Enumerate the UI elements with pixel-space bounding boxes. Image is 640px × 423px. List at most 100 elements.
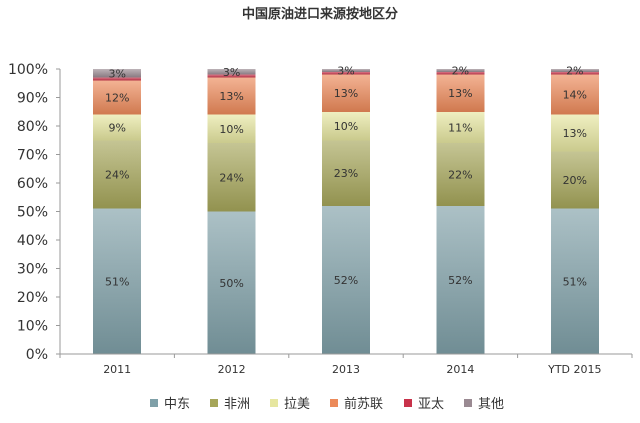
legend-label: 非洲 bbox=[224, 397, 250, 412]
legend-item: 非洲 bbox=[210, 397, 250, 412]
data-label: 51% bbox=[105, 275, 129, 288]
data-label: 24% bbox=[219, 171, 243, 184]
legend-swatch bbox=[464, 399, 472, 407]
x-tick-label: 2012 bbox=[218, 363, 246, 376]
legend-label: 其他 bbox=[478, 397, 504, 412]
data-label: 23% bbox=[334, 167, 358, 180]
bar-stack: 50% 24% 10% 13% 3% bbox=[207, 66, 256, 354]
y-tick-label: 30% bbox=[17, 262, 48, 278]
bar-segment bbox=[322, 69, 370, 72]
y-tick-label: 40% bbox=[17, 233, 48, 249]
bar-stack: 52% 23% 10% 13% 3% bbox=[322, 64, 370, 354]
x-tick-label: 2014 bbox=[446, 363, 474, 376]
data-label: 3% bbox=[337, 64, 354, 77]
bar-segment bbox=[322, 111, 370, 141]
bar-segment bbox=[207, 114, 256, 144]
data-label: 13% bbox=[448, 87, 472, 100]
bar-segment bbox=[207, 77, 256, 115]
bar-segment bbox=[436, 143, 485, 206]
x-tick-label: YTD 2015 bbox=[547, 363, 601, 376]
y-tick-label: 70% bbox=[17, 148, 48, 164]
data-label: 24% bbox=[105, 168, 129, 181]
legend-item: 拉美 bbox=[270, 397, 310, 412]
data-label: 52% bbox=[334, 274, 358, 287]
x-tick-label: 2011 bbox=[103, 363, 131, 376]
bar-segment bbox=[550, 74, 599, 115]
legend-label: 亚太 bbox=[418, 397, 444, 412]
bar-stack: 52% 22% 11% 13% 2% bbox=[436, 64, 485, 354]
y-tick-label: 20% bbox=[17, 290, 48, 306]
x-axis: 2011 2012 2013 2014 YTD 2015 bbox=[59, 353, 633, 376]
legend-label: 前苏联 bbox=[344, 396, 383, 412]
bar-segment bbox=[550, 208, 599, 354]
bars: 51% 24% 9% 12% 3% 50% 24% 10% 13% 3% 52% 23% 10% 13% 3… bbox=[93, 64, 599, 354]
bar-segment bbox=[93, 69, 142, 78]
data-label: 20% bbox=[563, 174, 587, 187]
data-label: 2% bbox=[566, 64, 583, 77]
bar-segment bbox=[550, 69, 599, 72]
bar-segment bbox=[93, 208, 142, 354]
y-tick-label: 10% bbox=[17, 319, 48, 335]
bar-segment bbox=[436, 111, 485, 144]
y-tick-label: 60% bbox=[17, 176, 48, 192]
data-label: 9% bbox=[108, 121, 125, 134]
bar-segment bbox=[436, 205, 485, 354]
legend-item: 前苏联 bbox=[330, 396, 383, 412]
bar-segment bbox=[322, 205, 370, 354]
legend-swatch bbox=[210, 399, 218, 407]
bar-segment bbox=[436, 69, 485, 72]
data-label: 10% bbox=[219, 123, 243, 136]
bar-segment bbox=[93, 77, 142, 81]
y-tick-label: 50% bbox=[17, 205, 48, 221]
bar-segment bbox=[322, 74, 370, 112]
data-label: 3% bbox=[223, 66, 240, 79]
legend-item: 亚太 bbox=[404, 397, 444, 412]
data-label: 13% bbox=[219, 90, 243, 103]
bar-segment bbox=[93, 80, 142, 115]
bar-segment bbox=[207, 143, 256, 212]
data-label: 3% bbox=[108, 67, 125, 80]
y-tick-label: 90% bbox=[17, 91, 48, 107]
legend-label: 拉美 bbox=[284, 397, 310, 412]
bar-segment bbox=[550, 71, 599, 75]
bar-segment bbox=[207, 211, 256, 354]
y-axis: 0% 10% 20% 30% 40% 50% 60% 70% 80% 90% 100% bbox=[8, 62, 61, 363]
bar-segment bbox=[550, 151, 599, 209]
data-label: 13% bbox=[563, 127, 587, 140]
legend-item: 中东 bbox=[150, 397, 190, 412]
legend-label: 中东 bbox=[164, 397, 190, 412]
data-label: 12% bbox=[105, 92, 129, 105]
data-label: 50% bbox=[219, 277, 243, 290]
legend-swatch bbox=[150, 399, 158, 407]
bar-segment bbox=[93, 140, 142, 209]
bar-stack: 51% 24% 9% 12% 3% bbox=[93, 67, 142, 354]
bar-segment bbox=[322, 71, 370, 75]
data-label: 13% bbox=[334, 87, 358, 100]
bar-segment bbox=[436, 74, 485, 112]
y-tick-label: 100% bbox=[8, 62, 48, 78]
bar-segment bbox=[93, 114, 142, 141]
x-tick-label: 2013 bbox=[332, 363, 360, 376]
data-label: 14% bbox=[563, 89, 587, 102]
data-label: 11% bbox=[448, 121, 472, 134]
data-label: 2% bbox=[452, 64, 469, 77]
chart-title: 中国原油进口来源按地区分 bbox=[242, 6, 398, 22]
bar-segment bbox=[207, 74, 256, 78]
y-tick-label: 0% bbox=[26, 347, 48, 363]
legend-swatch bbox=[330, 399, 338, 407]
data-label: 10% bbox=[334, 120, 358, 133]
legend-swatch bbox=[270, 399, 278, 407]
bar-stack: 51% 20% 13% 14% 2% bbox=[550, 64, 599, 354]
data-label: 51% bbox=[563, 275, 587, 288]
legend: 中东 非洲 拉美 前苏联 亚太 其他 bbox=[150, 396, 504, 412]
bar-segment bbox=[322, 140, 370, 206]
legend-swatch bbox=[404, 399, 412, 407]
bar-segment bbox=[550, 114, 599, 152]
bar-segment bbox=[207, 69, 256, 75]
legend-item: 其他 bbox=[464, 397, 504, 412]
y-tick-label: 80% bbox=[17, 119, 48, 135]
data-label: 52% bbox=[448, 274, 472, 287]
bar-segment bbox=[436, 71, 485, 75]
data-label: 22% bbox=[448, 168, 472, 181]
